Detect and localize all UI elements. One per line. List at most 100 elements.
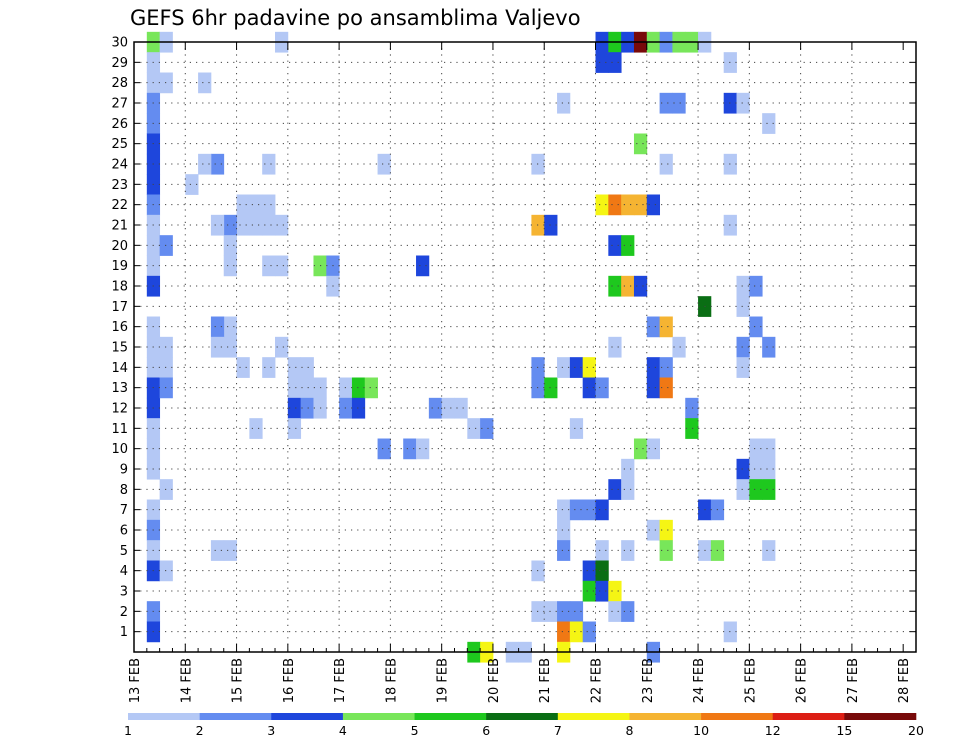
y-tick-label: 11 [111,422,128,437]
y-tick-label: 10 [111,442,128,457]
heatmap-cell [544,377,558,399]
heatmap-cell [249,214,263,236]
y-tick-label: 2 [120,605,128,620]
heatmap-cell [736,479,750,500]
heatmap-cell [159,357,173,378]
y-tick-label: 30 [111,36,128,51]
heatmap-cell [262,153,276,175]
heatmap-cell [210,540,225,561]
heatmap-cell [595,580,609,602]
heatmap-cell [608,235,622,256]
heatmap-cell [223,214,237,236]
heatmap-cell [377,153,391,175]
heatmap-cell [672,336,686,358]
y-tick-label: 27 [111,97,128,112]
heatmap-cell [659,519,673,541]
heatmap-cell [275,336,289,358]
heatmap-cell [198,153,212,175]
heatmap-cell [262,255,276,277]
y-tick-label: 5 [120,544,128,559]
x-tick-label: 14 FEB [179,658,194,703]
heatmap-cell [569,418,584,439]
colorbar-label: 6 [482,723,490,738]
colorbar-label: 5 [411,723,419,738]
x-tick-label: 20 FEB [487,658,502,703]
colorbar-segment [486,713,559,720]
heatmap-cell [736,357,750,378]
heatmap-cell [608,52,622,73]
heatmap-cell [685,397,699,419]
heatmap-cell [582,621,596,643]
heatmap-cell [416,438,430,460]
heatmap-cell [633,438,648,460]
heatmap-cell [659,316,673,338]
heatmap-cell [646,316,661,338]
heatmap-cell [595,194,609,216]
heatmap-cell [416,255,430,277]
heatmap-cell [569,601,584,622]
heatmap-cell [595,560,609,582]
heatmap-cell [621,235,635,256]
heatmap-cell [595,499,609,521]
heatmap-cell [608,580,622,602]
x-tick-label: 28 FEB [897,658,912,703]
y-tick-label: 22 [111,198,128,213]
heatmap-cell [736,275,750,297]
heatmap-cell [557,357,571,378]
heatmap-cell [300,377,314,399]
heatmap-cell [646,377,661,399]
colorbar-segment [557,713,630,720]
heatmap-cell [364,377,378,399]
x-tick-label: 21 FEB [538,658,553,703]
heatmap-cell [621,601,635,622]
heatmap-cell [646,357,661,378]
y-tick-label: 6 [120,524,128,539]
heatmap-cell [262,357,276,378]
heatmap-cell [236,357,250,378]
heatmap-cell [223,540,237,561]
x-tick-label: 19 FEB [436,658,451,703]
heatmap-cell [569,357,584,378]
heatmap-cell [262,194,276,216]
heatmap-cell [749,316,763,338]
heatmap-cell [557,621,571,643]
y-tick-label: 15 [111,341,128,356]
heatmap-cell [582,499,596,521]
heatmap-cell [159,72,173,94]
y-tick-label: 28 [111,76,128,91]
heatmap-cell [159,336,173,358]
heatmap-cell [621,458,635,480]
heatmap-cell [441,397,455,419]
x-tick-label: 13 FEB [128,658,143,703]
colorbar-label: 2 [196,723,204,738]
y-tick-label: 13 [111,381,128,396]
heatmap-cell [633,194,648,216]
y-tick-label: 4 [120,564,128,579]
heatmap-cell [428,397,443,419]
colorbar-segment [844,713,917,720]
colorbar-label: 12 [765,723,781,738]
heatmap-cell [749,479,763,500]
colorbar-segment [342,713,415,720]
y-tick-label: 17 [111,300,128,315]
heatmap-cell [557,540,571,561]
heatmap-cell [621,479,635,500]
colorbar-label: 1 [124,723,132,738]
heatmap-cell [185,174,199,195]
heatmap-cell [480,418,494,439]
heatmap-cell [762,336,776,358]
heatmap-cell [621,194,635,216]
heatmap-cell [223,336,237,358]
heatmap-cell [159,560,173,582]
heatmap-cell [287,357,302,378]
heatmap-cell [582,560,596,582]
heatmap-cell [736,92,750,114]
heatmap-cell [275,255,289,277]
heatmap-cell [262,214,276,236]
heatmap-cell [646,519,661,541]
heatmap-cell [736,296,750,317]
heatmap-cell [557,519,571,541]
heatmap-cell [223,255,237,277]
heatmap-cell [275,214,289,236]
